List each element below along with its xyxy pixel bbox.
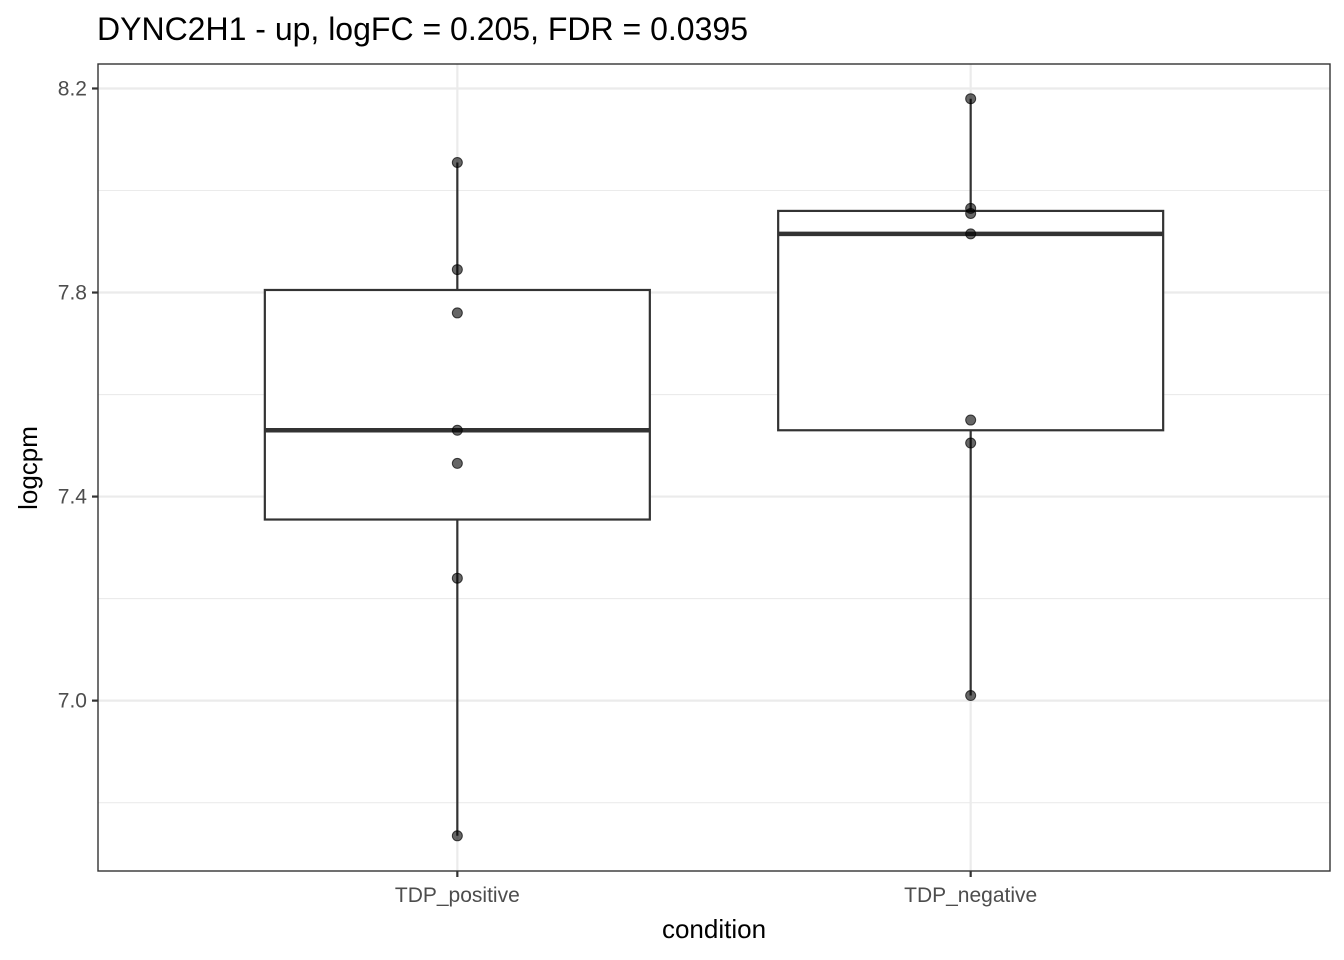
box-iqr xyxy=(263,288,651,521)
panel-border xyxy=(97,63,1331,872)
data-point xyxy=(451,830,463,842)
box-TDP_negative xyxy=(777,98,1165,696)
x-tick-label: TDP_positive xyxy=(395,884,520,907)
axes: 7.0 7.4 7.8 8.2 TDP_positive TDP_negative xyxy=(58,77,1037,907)
boxes xyxy=(263,98,1165,836)
box-TDP_positive xyxy=(263,162,651,836)
data-point xyxy=(451,572,463,584)
y-axis-title: logcpm xyxy=(13,426,43,510)
y-tick-label: 7.8 xyxy=(58,282,87,305)
data-point xyxy=(451,156,463,168)
y-tick-label: 8.2 xyxy=(58,77,87,100)
y-tick-label: 7.4 xyxy=(58,486,88,509)
data-point xyxy=(965,93,977,105)
x-axis-title: condition xyxy=(662,914,766,944)
data-point xyxy=(965,414,977,426)
data-point xyxy=(451,264,463,276)
chart-title: DYNC2H1 - up, logFC = 0.205, FDR = 0.039… xyxy=(97,11,748,47)
data-point xyxy=(965,207,977,219)
data-point xyxy=(965,690,977,702)
box-iqr xyxy=(777,209,1165,432)
data-point xyxy=(451,307,463,319)
data-point xyxy=(451,424,463,436)
x-tick-label: TDP_negative xyxy=(904,884,1037,907)
data-point xyxy=(451,457,463,469)
y-tick-label: 7.0 xyxy=(58,690,87,713)
data-point xyxy=(965,437,977,449)
data-point xyxy=(965,228,977,240)
data-points xyxy=(451,93,977,842)
